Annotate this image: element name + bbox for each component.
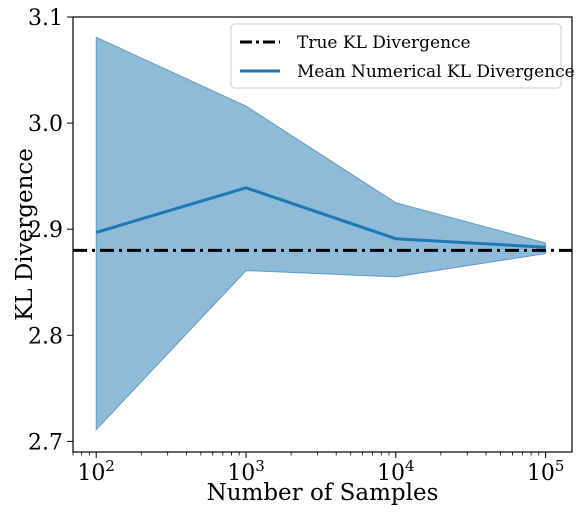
legend-label: True KL Divergence <box>297 33 471 53</box>
x-axis-title: Number of Samples <box>207 480 439 506</box>
plot-area <box>73 36 572 431</box>
y-tick-label: 3.1 <box>28 6 63 31</box>
legend: True KL Divergence Mean Numerical KL Dive… <box>230 23 575 89</box>
x-tick-label: 104 <box>377 457 415 486</box>
x-tick-label: 103 <box>227 457 265 486</box>
legend-box <box>230 23 562 89</box>
y-tick-label: 2.9 <box>28 218 63 243</box>
y-tick-label: 2.8 <box>28 324 63 349</box>
confidence-band <box>95 36 547 431</box>
y-tick-label: 3.0 <box>28 112 63 137</box>
mean-kl-line <box>95 186 546 249</box>
y-axis-title: KL Divergence <box>12 148 38 321</box>
y-tick-label: 2.7 <box>28 430 63 455</box>
legend-label: Mean Numerical KL Divergence <box>297 62 575 82</box>
x-tick-label: 105 <box>527 457 565 486</box>
axes-frame <box>72 16 573 453</box>
x-tick-label: 102 <box>77 457 115 486</box>
ticks: 2.7 2.8 2.9 3.0 3.1 102 103 104 105 <box>28 6 564 486</box>
